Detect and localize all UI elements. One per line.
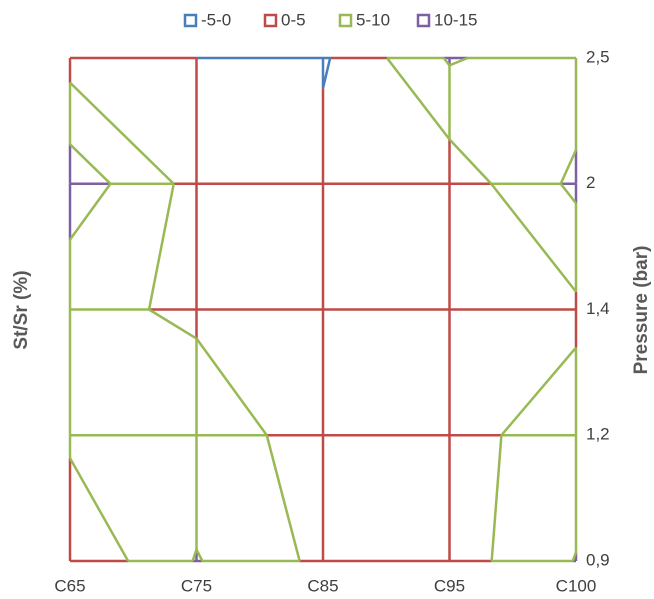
y-axis-title: St/Sr (%) (11, 270, 32, 349)
contour-line (68, 183, 112, 241)
y2-tick-label: 2,5 (586, 47, 610, 66)
legend-label: 5-10 (356, 10, 390, 29)
legend-label: -5-0 (201, 10, 231, 29)
contour-line (571, 551, 578, 562)
contour-line (559, 182, 577, 205)
y2-tick-label: 1,2 (586, 425, 610, 444)
contour-line (500, 346, 577, 437)
x-tick-label: C85 (307, 576, 338, 595)
contour-line (148, 308, 198, 340)
legend-swatch (263, 13, 278, 28)
x-tick-label: C100 (556, 576, 597, 595)
contour-line (490, 435, 503, 562)
contour-line (265, 434, 301, 562)
legend-label: 10-15 (434, 10, 477, 29)
x-tick-label: C95 (434, 576, 465, 595)
contour-line (191, 549, 198, 562)
contour-line (490, 182, 577, 293)
y2-axis-title: Pressure (bar) (631, 246, 652, 375)
y2-tick-label: 1,4 (586, 299, 610, 318)
contour-line (195, 548, 204, 562)
contour-line (448, 138, 493, 185)
x-tick-label: C75 (181, 576, 212, 595)
contour-line (195, 337, 268, 436)
contour-line (449, 56, 469, 67)
contour-line (147, 183, 175, 310)
legend-swatch (183, 13, 198, 28)
contour-line (442, 57, 451, 67)
x-tick-label: C65 (54, 576, 85, 595)
legend-swatch (416, 13, 431, 28)
contour-line (68, 457, 130, 562)
contour-line (385, 57, 451, 141)
y2-tick-label: 0,9 (586, 550, 610, 569)
contour-line (321, 57, 332, 89)
legend-swatch (338, 13, 353, 28)
legend-label: 0-5 (281, 10, 306, 29)
contour-line (559, 149, 578, 185)
y2-tick-label: 2 (586, 173, 595, 192)
contour-line (69, 81, 175, 185)
contour-line (69, 143, 112, 185)
